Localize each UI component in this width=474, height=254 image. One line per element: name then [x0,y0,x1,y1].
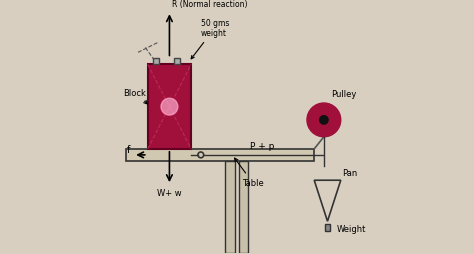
Bar [325,224,330,231]
Bar [153,59,159,65]
Circle shape [161,99,178,116]
Circle shape [307,104,341,137]
Text: f: f [127,145,130,155]
Text: Table: Table [235,158,264,187]
Bar [174,59,180,65]
Circle shape [319,116,328,125]
Bar [239,161,248,253]
Text: 50 gms
weight: 50 gms weight [191,19,229,60]
Text: Pan: Pan [342,169,357,178]
Text: W+ w: W+ w [157,188,182,197]
Text: P + p: P + p [250,141,274,150]
Text: R (Normal reaction): R (Normal reaction) [172,1,247,9]
Bar [148,65,191,149]
Text: Block: Block [124,88,147,104]
Bar [126,149,314,161]
Text: Pulley: Pulley [331,89,356,98]
Bar [225,161,235,253]
Text: Weight: Weight [337,224,366,233]
